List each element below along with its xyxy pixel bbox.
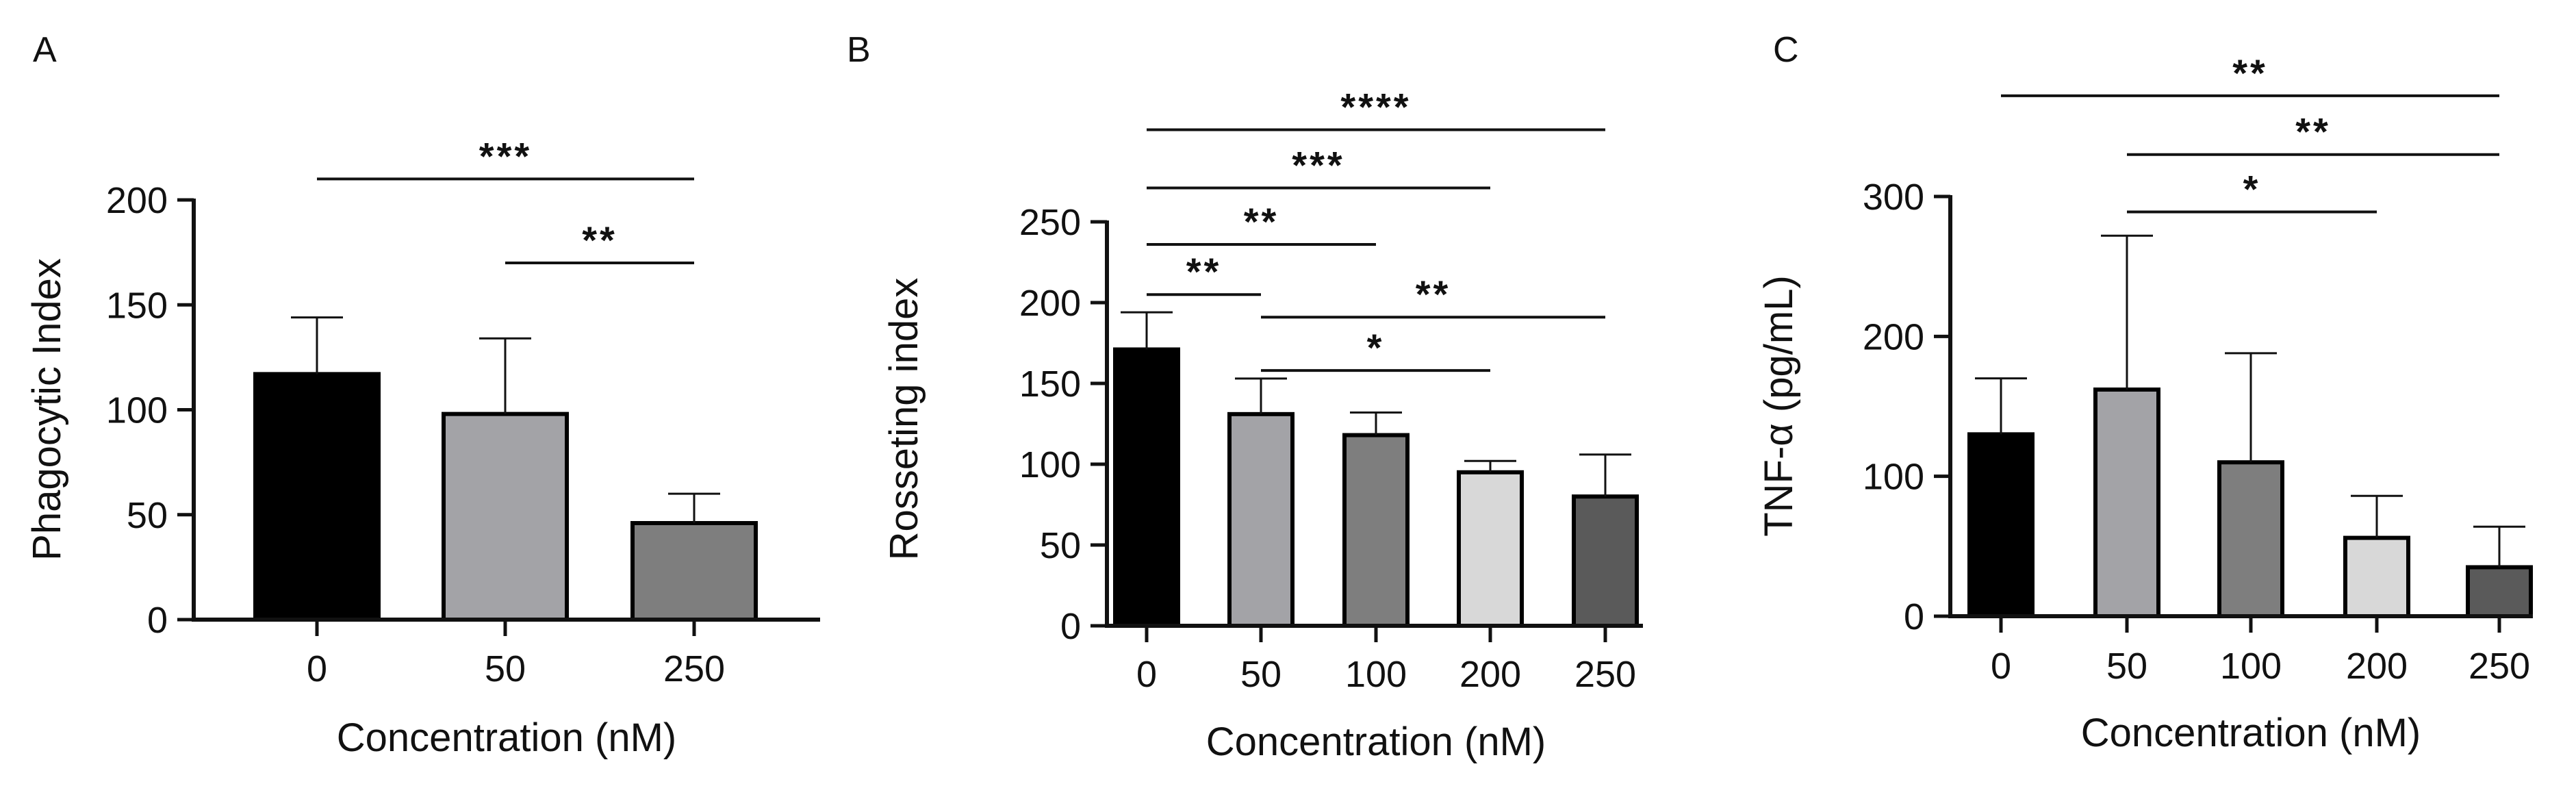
significance-label: ** [582,218,617,262]
y-tick-label: 300 [1863,177,1924,218]
bar [1457,470,1524,628]
significance-label: * [2243,167,2261,210]
x-tick-label: 50 [2106,646,2147,687]
x-axis-title: Concentration (nM) [2081,711,2421,755]
panel-a: A 0 50 100 150 200 0 50 250 Concentration (nM) Pha… [25,30,820,760]
y-tick-label: 0 [1060,606,1081,647]
bar [1113,347,1180,628]
panel-b: B 0 50 100 150 200 250 0 50 100 200 250 Concentratio… [847,30,1643,764]
bar [2217,460,2284,618]
x-tick-label: 250 [663,648,725,689]
y-tick-label: 150 [1019,364,1081,405]
x-tick-label: 0 [1991,646,2011,687]
x-tick-label: 0 [307,648,327,689]
y-tick-label: 250 [1019,202,1081,243]
y-tick-label: 100 [106,390,168,431]
panel-letter: B [847,30,871,70]
y-tick-label: 50 [1040,525,1081,566]
x-tick-label: 0 [1136,654,1157,695]
panel-letter: A [33,30,57,70]
x-tick-label: 200 [2346,646,2408,687]
significance-label: ** [1186,250,1222,293]
y-tick-label: 200 [1863,316,1924,357]
x-tick-label: 50 [485,648,526,689]
bar [1342,433,1410,629]
x-tick-label: 50 [1240,654,1281,695]
y-axis-title: Rosseting index [882,278,926,561]
y-axis-title: TNF-α (pg/mL) [1757,275,1801,537]
x-axis-title: Concentration (nM) [337,715,676,760]
bar [1967,432,2035,618]
y-tick-label: 0 [147,600,168,641]
y-tick-label: 100 [1019,444,1081,485]
y-tick-label: 150 [106,285,168,326]
y-tick-label: 200 [106,180,168,221]
y-tick-label: 0 [1904,596,1924,637]
x-tick-label: 100 [2220,646,2282,687]
bar [2466,565,2533,619]
x-tick-label: 250 [2469,646,2530,687]
significance-label: **** [1340,85,1411,128]
significance-label: ** [1244,200,1279,243]
bar [442,411,569,622]
panel-letter: C [1773,30,1799,70]
y-tick-label: 50 [127,495,168,536]
significance-label: * [1367,326,1385,369]
x-axis-title: Concentration (nM) [1206,720,1546,764]
x-tick-label: 250 [1574,654,1636,695]
significance-label: ** [2295,110,2331,153]
significance-label: *** [1292,143,1344,186]
bar [2093,387,2160,618]
y-tick-label: 200 [1019,283,1081,324]
bar [630,521,758,622]
y-tick-label: 100 [1863,457,1924,498]
bar [2343,535,2410,618]
panel-c: C 0 100 200 300 0 50 100 200 250 Concentration (nM… [1757,30,2533,755]
bar [1572,494,1639,629]
y-axis-title: Phagocytic Index [25,258,69,561]
bar [253,372,381,622]
x-tick-label: 100 [1345,654,1407,695]
bar [1227,411,1295,629]
x-tick-label: 200 [1459,654,1521,695]
significance-label: ** [1416,272,1451,316]
significance-label: *** [479,134,532,177]
significance-label: ** [2232,51,2268,94]
